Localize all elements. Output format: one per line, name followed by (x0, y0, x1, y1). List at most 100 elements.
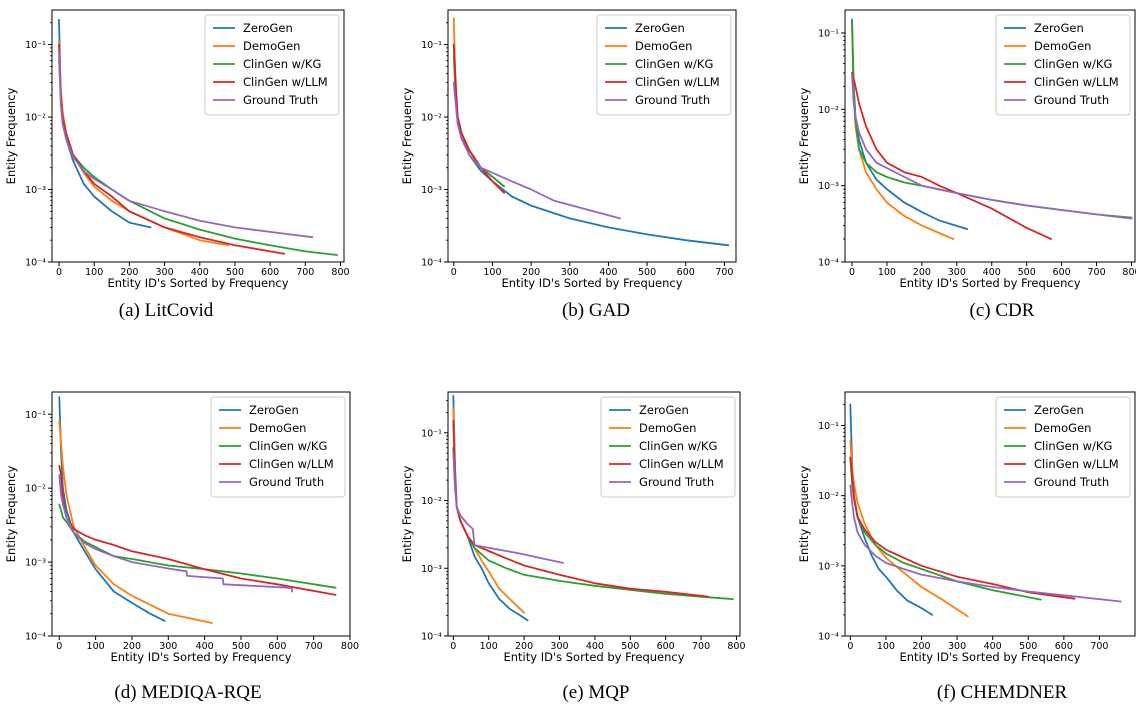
legend-label-1: DemoGen (1034, 421, 1091, 435)
x-tick-label: 500 (232, 641, 250, 652)
legend-box (995, 396, 1131, 498)
legend-label-2: ClinGen w/KG (243, 57, 321, 71)
series-line-1 (849, 440, 969, 618)
legend-label-1: DemoGen (635, 39, 692, 53)
x-tick-label: 400 (984, 641, 1002, 652)
x-tick-label: 600 (677, 267, 695, 278)
series-line-0 (58, 396, 166, 622)
y-tick-label: 10⁻² (25, 484, 46, 495)
legend-label-3: ClinGen w/LLM (635, 75, 720, 89)
y-tick-label: 10⁻² (818, 491, 839, 502)
y-axis-label: Entity Frequency (400, 465, 414, 562)
series-line-0 (58, 18, 152, 229)
x-tick-label: 300 (948, 641, 966, 652)
x-tick-label: 300 (948, 267, 966, 278)
x-tick-label: 200 (913, 267, 931, 278)
y-tick-label: 10⁻³ (25, 185, 46, 196)
y-tick-label: 10⁻⁴ (421, 258, 442, 269)
legend-label-4: Ground Truth (635, 93, 710, 107)
x-tick-label: 300 (550, 641, 568, 652)
legend-box (204, 14, 340, 116)
chart-5: 0 100 200 300 400 500 600 700 10⁻¹ 10⁻² 10⁻³ 10⁻⁴ En… (797, 391, 1136, 664)
x-tick-label: 600 (657, 641, 675, 652)
caption-c: (c) CDR (970, 300, 1035, 321)
x-tick-label: 700 (296, 267, 314, 278)
y-axis-label: Entity Frequency (797, 465, 811, 562)
legend-label-4: Ground Truth (1034, 93, 1109, 107)
series-line-4 (452, 452, 564, 564)
y-tick-label: 10⁻³ (25, 558, 46, 569)
legend-label-3: ClinGen w/LLM (1034, 75, 1119, 89)
x-tick-label: 400 (983, 267, 1001, 278)
x-tick-label: 400 (599, 267, 617, 278)
legend-box (210, 396, 346, 498)
x-tick-label: 700 (1090, 641, 1108, 652)
y-tick-label: 10⁻⁴ (818, 632, 839, 643)
series-line-0 (452, 394, 529, 622)
x-tick-label: 800 (341, 641, 359, 652)
x-tick-label: 600 (261, 267, 279, 278)
chart-3: 0 100 200 300 400 500 600 700 800 10⁻¹ 10⁻² 10⁻³ 10⁻… (4, 391, 359, 664)
x-tick-label: 0 (847, 641, 853, 652)
x-tick-label: 200 (515, 641, 533, 652)
caption-d: (d) MEDIQA-RQE (114, 682, 261, 703)
legend-box (600, 396, 736, 498)
legend-label-2: ClinGen w/KG (249, 439, 327, 453)
y-tick-label: 10⁻² (421, 496, 442, 507)
caption-e: (e) MQP (562, 682, 629, 703)
y-axis-label: Entity Frequency (400, 87, 414, 184)
plot-frame (844, 391, 1136, 637)
y-tick-label: 10⁻² (25, 113, 46, 124)
y-tick-label: 10⁻⁴ (25, 258, 46, 269)
plot-frame (844, 9, 1136, 263)
series-line-1 (851, 25, 955, 240)
caption-f: (f) CHEMDNER (937, 682, 1068, 703)
x-tick-label: 700 (692, 641, 710, 652)
series-line-4 (58, 474, 294, 593)
x-tick-label: 200 (120, 267, 138, 278)
y-tick-label: 10⁻¹ (421, 428, 442, 439)
legend-label-1: DemoGen (639, 421, 696, 435)
x-axis-label: Entity ID's Sorted by Frequency (899, 276, 1080, 290)
series-line-3 (58, 464, 337, 596)
chart-0: 0 100 200 300 400 500 600 700 800 10⁻¹ 10⁻² 10⁻³ 10⁻… (4, 9, 350, 290)
caption-b: (b) GAD (562, 300, 630, 321)
x-tick-label: 200 (123, 641, 141, 652)
x-tick-label: 0 (849, 267, 855, 278)
x-tick-label: 700 (305, 641, 323, 652)
legend-label-4: Ground Truth (243, 93, 318, 107)
x-tick-label: 0 (56, 267, 62, 278)
chart-2: 0 100 200 300 400 500 600 700 800 10⁻¹ 10⁻² 10⁻³ 10⁻… (797, 9, 1136, 290)
x-tick-label: 700 (715, 267, 733, 278)
legend-box (995, 14, 1131, 116)
x-tick-label: 800 (331, 267, 349, 278)
x-tick-label: 200 (522, 267, 540, 278)
x-tick-label: 100 (85, 267, 103, 278)
x-tick-label: 300 (159, 641, 177, 652)
legend-label-3: ClinGen w/LLM (249, 457, 334, 471)
series-line-4 (849, 484, 1122, 603)
x-tick-label: 400 (191, 267, 209, 278)
y-tick-label: 10⁻¹ (818, 28, 839, 39)
series-line-4 (58, 50, 314, 239)
x-axis-label: Entity ID's Sorted by Frequency (503, 650, 684, 664)
legend-label-0: ZeroGen (249, 403, 299, 417)
x-tick-label: 400 (196, 641, 214, 652)
series-line-4 (452, 81, 621, 220)
x-tick-label: 200 (912, 641, 930, 652)
y-tick-label: 10⁻¹ (25, 40, 46, 51)
x-tick-label: 400 (586, 641, 604, 652)
x-tick-label: 500 (1019, 641, 1037, 652)
x-tick-label: 100 (480, 641, 498, 652)
x-tick-label: 500 (638, 267, 656, 278)
chart-4: 0 100 200 300 400 500 600 700 800 10⁻¹ 10⁻² 10⁻³ 10⁻… (400, 391, 746, 664)
plot-frame (447, 391, 741, 637)
y-tick-label: 10⁻⁴ (421, 632, 442, 643)
legend-label-0: ZeroGen (1034, 403, 1084, 417)
legend-label-1: DemoGen (1034, 39, 1091, 53)
y-tick-label: 10⁻³ (818, 561, 839, 572)
y-tick-label: 10⁻³ (818, 181, 839, 192)
x-tick-label: 600 (1055, 641, 1073, 652)
y-axis-label: Entity Frequency (4, 87, 18, 184)
legend-label-3: ClinGen w/LLM (639, 457, 724, 471)
